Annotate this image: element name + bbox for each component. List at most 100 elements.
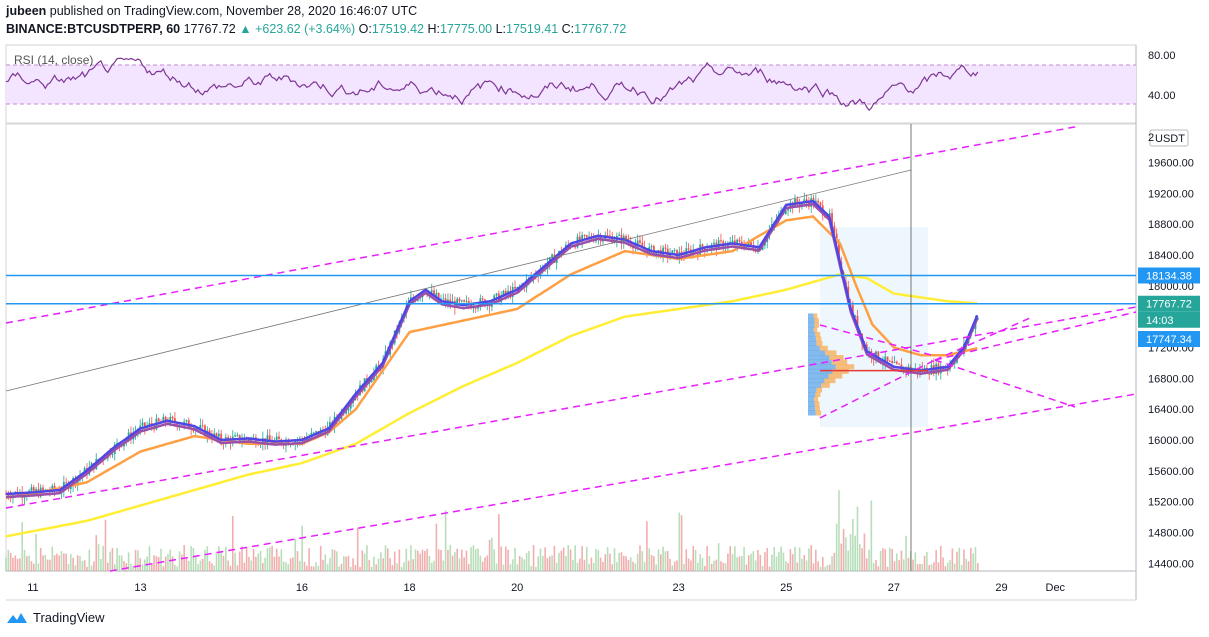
volume-bar bbox=[243, 562, 246, 571]
volume-bar bbox=[787, 563, 789, 571]
channel-lower bbox=[109, 393, 1137, 572]
price-tick-2: 18800.00 bbox=[1148, 219, 1194, 231]
volume-bar bbox=[123, 561, 125, 571]
volume-bar bbox=[572, 559, 574, 571]
volume-bar bbox=[847, 550, 850, 571]
volume-bar bbox=[338, 566, 340, 571]
volume-bar bbox=[185, 557, 188, 571]
time-tick-9: Dec bbox=[1046, 582, 1066, 594]
volume-bar bbox=[544, 547, 546, 571]
volume-bar bbox=[655, 564, 657, 571]
candle-body bbox=[477, 307, 479, 309]
candle-body bbox=[199, 425, 202, 429]
volume-bar bbox=[76, 555, 79, 571]
volume-bar bbox=[657, 549, 660, 571]
volume-bar bbox=[264, 557, 266, 571]
volume-bar bbox=[37, 563, 40, 571]
volume-bar bbox=[805, 560, 808, 571]
volume-bar bbox=[669, 558, 671, 571]
price-badge-text-1: 17767.72 bbox=[1146, 299, 1192, 311]
volume-profile-bar bbox=[831, 359, 848, 365]
price-badge-text-2: 14:03 bbox=[1146, 315, 1174, 327]
volume-bar bbox=[51, 546, 54, 571]
volume-bar bbox=[877, 566, 880, 571]
volume-bar bbox=[581, 546, 583, 571]
volume-bar bbox=[343, 556, 345, 571]
volume-bar bbox=[384, 545, 387, 571]
volume-profile-bar bbox=[808, 327, 814, 333]
volume-bar bbox=[963, 549, 965, 571]
ema-50-line bbox=[5, 215, 978, 500]
volume-bar bbox=[977, 563, 979, 571]
candle-body bbox=[583, 234, 586, 236]
volume-bar bbox=[282, 561, 285, 571]
volume-bar bbox=[794, 546, 796, 571]
volume-bar bbox=[333, 550, 336, 571]
volume-bar bbox=[974, 546, 977, 571]
volume-bar bbox=[39, 547, 42, 571]
candle-body bbox=[90, 463, 93, 467]
candle-body bbox=[32, 487, 35, 492]
volume-bar bbox=[516, 564, 519, 571]
candle-body bbox=[458, 298, 461, 302]
volume-bar bbox=[646, 521, 648, 571]
volume-bar bbox=[481, 561, 484, 571]
volume-bar bbox=[461, 549, 463, 571]
volume-bar bbox=[382, 558, 384, 571]
candle-body bbox=[227, 437, 230, 439]
volume-bar bbox=[808, 548, 810, 571]
volume-bar bbox=[662, 546, 664, 571]
volume-bar bbox=[79, 556, 81, 571]
volume-bar bbox=[599, 557, 602, 571]
volume-bar bbox=[944, 566, 947, 571]
volume-bar bbox=[157, 556, 160, 571]
volume-bar bbox=[736, 557, 738, 571]
candle-body bbox=[625, 235, 628, 241]
volume-bar bbox=[849, 534, 852, 571]
volume-bar bbox=[676, 560, 678, 571]
volume-bar bbox=[882, 548, 884, 571]
candle-body bbox=[252, 437, 255, 439]
volume-bar bbox=[609, 553, 611, 571]
volume-bar bbox=[257, 553, 260, 571]
volume-bar bbox=[324, 554, 327, 571]
volume-bar bbox=[312, 566, 315, 571]
symbol-label[interactable]: BINANCE:BTCUSDTPERP, 60 bbox=[6, 22, 181, 36]
volume-profile-bar bbox=[816, 336, 822, 342]
volume-bar bbox=[782, 552, 785, 571]
volume-bar bbox=[511, 559, 514, 571]
volume-bar bbox=[63, 553, 65, 571]
candle-body bbox=[884, 356, 887, 363]
volume-bar bbox=[937, 562, 940, 571]
candle-body bbox=[877, 351, 880, 362]
volume-bar bbox=[697, 562, 699, 571]
ohlc-legend: BINANCE:BTCUSDTPERP, 60 17767.72 ▲ +623.… bbox=[6, 22, 626, 36]
candle-body bbox=[58, 490, 61, 493]
candle-body bbox=[257, 444, 260, 446]
candle-body bbox=[588, 236, 590, 238]
volume-bar bbox=[359, 566, 361, 571]
volume-bar bbox=[90, 565, 93, 571]
author-name[interactable]: jubeen bbox=[6, 4, 47, 18]
volume-bar bbox=[349, 566, 352, 571]
volume-bar bbox=[845, 537, 847, 571]
tradingview-logo[interactable]: TradingView bbox=[6, 610, 105, 625]
volume-bar bbox=[535, 566, 537, 571]
volume-bar bbox=[231, 515, 234, 571]
volume-bar bbox=[102, 545, 104, 571]
currency-badge[interactable] bbox=[1149, 129, 1189, 147]
volume-bar bbox=[710, 563, 713, 571]
time-tick-0: 11 bbox=[27, 582, 38, 594]
candle-body bbox=[976, 317, 979, 320]
candle-body bbox=[215, 433, 218, 437]
candle-body bbox=[585, 235, 588, 238]
published-text: published on TradingView.com, November 2… bbox=[49, 4, 418, 18]
price-tick-1: 19200.00 bbox=[1148, 188, 1194, 200]
volume-bar bbox=[509, 564, 512, 571]
volume-bar bbox=[194, 556, 197, 571]
volume-bar bbox=[479, 555, 482, 571]
volume-bar bbox=[588, 563, 590, 571]
volume-bar bbox=[567, 545, 570, 571]
candle-body bbox=[671, 250, 674, 255]
